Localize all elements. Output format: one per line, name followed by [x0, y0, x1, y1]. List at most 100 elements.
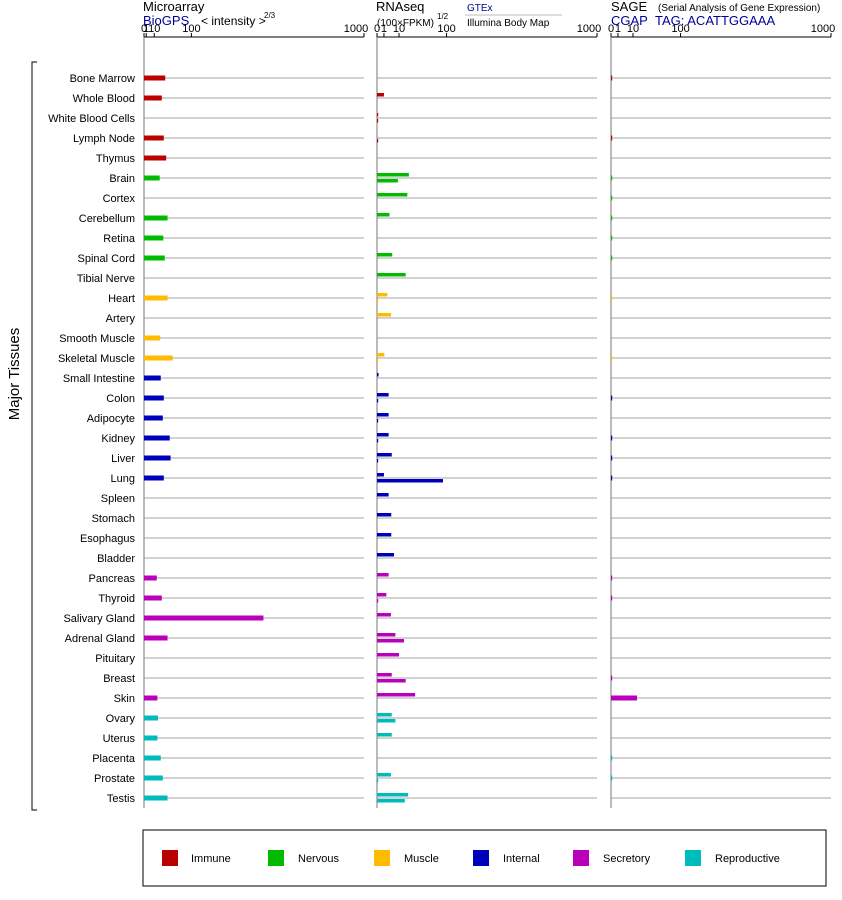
sage-subtitle: CGAP — [611, 13, 648, 28]
panel-2-tick-label: 100 — [671, 23, 689, 35]
category-label-placenta: Placenta — [92, 753, 136, 765]
bar-biogps-prostate — [144, 775, 163, 781]
category-label-stomach: Stomach — [92, 513, 135, 525]
microarray-title: Microarray — [143, 0, 205, 14]
bar-cgap-lymph-node — [611, 135, 613, 141]
bar-biogps-spinal-cord — [144, 255, 165, 261]
panel-1-tick-label: 1 — [381, 23, 387, 35]
bar-cgap-kidney — [611, 435, 613, 441]
category-label-adipocyte: Adipocyte — [87, 413, 135, 425]
panel-0-tick-label: 100 — [182, 23, 200, 35]
rnaseq-scale-exponent: 1/2 — [437, 12, 449, 21]
bar-biogps-retina — [144, 235, 164, 241]
panel-1-tick-label: 0 — [374, 23, 380, 35]
legend-item-immune: Immune — [162, 850, 231, 866]
sage-title-note: (Serial Analysis of Gene Expression) — [658, 3, 820, 14]
category-label-liver: Liver — [111, 453, 135, 465]
category-label-bladder: Bladder — [97, 553, 135, 565]
bar-biogps-liver — [144, 455, 171, 461]
category-label-skin: Skin — [114, 693, 135, 705]
category-label-prostate: Prostate — [94, 773, 135, 785]
bar-cgap-placenta — [611, 755, 613, 761]
bar-illumina-skeletal-muscle — [377, 359, 379, 363]
category-label-salivary-gland: Salivary Gland — [63, 613, 135, 625]
bar-cgap-thyroid — [611, 595, 613, 601]
legend-label-reproductive: Reproductive — [715, 853, 780, 865]
bar-illumina-kidney — [377, 439, 379, 443]
legend-label-muscle: Muscle — [404, 853, 439, 865]
bar-gtex-brain — [377, 173, 409, 177]
bar-illumina-heart — [377, 299, 379, 303]
bar-biogps-colon — [144, 395, 164, 401]
category-label-bone-marrow: Bone Marrow — [70, 73, 135, 85]
bar-gtex-whole-blood — [377, 93, 384, 97]
bar-biogps-lymph-node — [144, 135, 164, 141]
bar-gtex-ovary — [377, 713, 392, 717]
bar-gtex-breast — [377, 673, 392, 677]
bar-illumina-testis — [377, 799, 405, 803]
bar-biogps-pancreas — [144, 575, 157, 581]
category-label-spinal-cord: Spinal Cord — [78, 253, 135, 265]
bar-gtex-white-blood-cells — [377, 113, 379, 117]
sage-tag-label: TAG: ACATTGGAAA — [655, 13, 775, 28]
bar-illumina-adipocyte — [377, 419, 379, 423]
panel-2-tick-label: 10 — [627, 23, 639, 35]
bar-gtex-liver — [377, 453, 392, 457]
bar-cgap-retina — [611, 235, 613, 241]
category-label-cerebellum: Cerebellum — [79, 213, 135, 225]
bar-biogps-placenta — [144, 755, 161, 761]
panel-0-tick-label: 0 — [141, 23, 147, 35]
category-label-heart: Heart — [108, 293, 135, 305]
bar-biogps-adrenal-gland — [144, 635, 168, 641]
tissue-bracket — [31, 61, 37, 811]
legend-item-reproductive: Reproductive — [685, 850, 780, 866]
gtex-source-label: GTEx — [467, 3, 493, 14]
bar-gtex-artery — [377, 313, 392, 317]
bar-gtex-adipocyte — [377, 413, 389, 417]
microarray-scale-exponent: 2/3 — [264, 11, 276, 20]
legend-label-immune: Immune — [191, 853, 231, 865]
bar-cgap-bone-marrow — [611, 75, 613, 81]
bar-biogps-bone-marrow — [144, 75, 166, 81]
legend-label-secretory: Secretory — [603, 853, 651, 865]
category-label-tibial-nerve: Tibial Nerve — [77, 273, 135, 285]
microarray-scale-label: < intensity > — [201, 14, 266, 28]
category-label-kidney: Kidney — [101, 433, 135, 445]
panel-0-tick-label: 10 — [148, 23, 160, 35]
bar-gtex-prostate — [377, 773, 391, 777]
bar-biogps-adipocyte — [144, 415, 163, 421]
bar-cgap-liver — [611, 455, 613, 461]
legend-swatch-secretory — [573, 850, 589, 866]
legend-item-muscle: Muscle — [374, 850, 439, 866]
legend-swatch-muscle — [374, 850, 390, 866]
panel-0-tick-label: 1000 — [344, 23, 368, 35]
rnaseq-title: RNAseq — [376, 0, 424, 14]
bar-gtex-stomach — [377, 513, 392, 517]
bar-cgap-brain — [611, 175, 613, 181]
bar-gtex-salivary-gland — [377, 613, 391, 617]
rnaseq-subtitle: (100×FPKM) — [377, 18, 434, 29]
bar-illumina-lymph-node — [377, 139, 379, 143]
bar-gtex-spinal-cord — [377, 253, 393, 257]
legend-label-internal: Internal — [503, 853, 540, 865]
bar-gtex-uterus — [377, 733, 392, 737]
bar-gtex-bladder — [377, 553, 395, 557]
bar-cgap-spinal-cord — [611, 255, 613, 261]
bar-illumina-liver — [377, 459, 379, 463]
bar-gtex-kidney — [377, 433, 389, 437]
category-label-adrenal-gland: Adrenal Gland — [65, 633, 135, 645]
bar-biogps-cerebellum — [144, 215, 168, 221]
bar-illumina-white-blood-cells — [377, 119, 379, 123]
bar-illumina-colon — [377, 399, 379, 403]
bar-biogps-small-intestine — [144, 375, 161, 381]
category-label-retina: Retina — [103, 233, 136, 245]
bar-gtex-thyroid — [377, 593, 387, 597]
sage-title: SAGE — [611, 0, 647, 14]
bar-biogps-salivary-gland — [144, 615, 264, 621]
panel-1-tick-label: 10 — [393, 23, 405, 35]
bar-illumina-prostate — [377, 779, 379, 783]
category-label-thyroid: Thyroid — [98, 593, 135, 605]
bar-cgap-skeletal-muscle — [611, 355, 613, 361]
